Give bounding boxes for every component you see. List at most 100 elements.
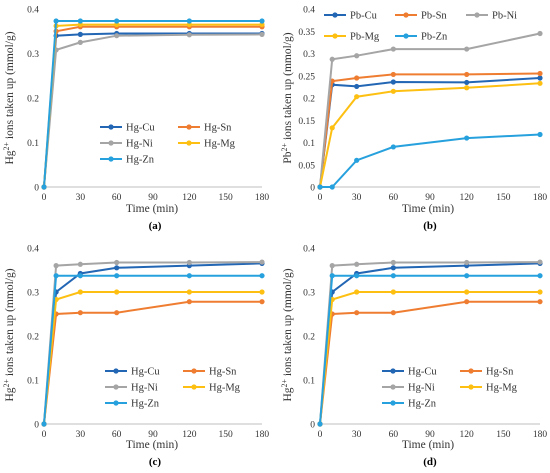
panel-label: (d)	[423, 456, 437, 468]
legend-entry: Hg-Zn	[408, 399, 437, 410]
legend-marker	[468, 384, 474, 390]
x-tick-label: 180	[255, 193, 270, 203]
legend-marker	[468, 368, 474, 374]
legend-marker	[186, 140, 192, 146]
legend-marker	[191, 368, 197, 374]
legend-marker	[403, 33, 409, 39]
data-point	[186, 259, 192, 266]
data-point	[77, 21, 83, 28]
data-point	[354, 310, 360, 316]
data-point	[464, 135, 470, 141]
y-tick-label: 0.4	[303, 6, 315, 16]
data-point	[354, 273, 360, 279]
legend-entry: Hg-Mg	[486, 383, 518, 394]
y-tick-label: 0.2	[27, 333, 39, 343]
data-point	[537, 30, 543, 37]
data-point	[537, 75, 543, 81]
x-tick-label: 0	[42, 193, 47, 203]
x-tick-label: 0	[318, 430, 323, 440]
data-point	[354, 94, 360, 100]
x-tick-label: 90	[425, 430, 435, 440]
legend-entry: Hg-Sn	[209, 367, 237, 378]
series-line-hg-sn	[43, 300, 262, 425]
legend-marker	[390, 384, 396, 390]
legend-entry: Pb-Mg	[350, 32, 380, 43]
x-tick-label: 150	[496, 430, 511, 440]
data-point	[77, 261, 83, 267]
y-tick-label: 0.05	[298, 161, 315, 171]
legend-entry: Hg-Zn	[126, 155, 155, 166]
data-point	[464, 79, 470, 86]
legend-entry: Hg-Cu	[131, 367, 160, 378]
x-tick-label: 30	[352, 193, 362, 203]
legend-entry: Pb-Sn	[421, 11, 447, 22]
series-line-pb-sn	[319, 72, 541, 188]
x-axis-label: Time (min)	[402, 439, 454, 451]
data-point	[537, 70, 543, 77]
data-point	[259, 273, 265, 279]
y-tick-label: 0.1	[27, 377, 39, 387]
legend-marker	[191, 384, 197, 390]
data-point	[537, 80, 543, 86]
legend-entry: Hg-Mg	[204, 139, 236, 150]
x-tick-label: 120	[182, 430, 197, 440]
data-point	[77, 273, 83, 279]
legend-marker	[332, 33, 338, 39]
data-point	[186, 18, 192, 24]
series-line-pb-cu	[319, 77, 541, 188]
panel-label: (c)	[149, 456, 162, 468]
data-point	[390, 79, 396, 85]
x-tick-label: 150	[219, 430, 234, 440]
legend-marker	[390, 368, 396, 374]
legend-entry: Hg-Sn	[204, 123, 232, 134]
data-point	[114, 273, 120, 279]
y-tick-label: 0.1	[303, 139, 315, 149]
data-point	[77, 31, 83, 37]
data-point	[537, 289, 543, 295]
data-point	[537, 259, 543, 265]
data-point	[464, 85, 470, 91]
series-line-hg-sn	[319, 300, 540, 425]
data-point	[114, 310, 120, 316]
legend-entry: Hg-Cu	[126, 123, 155, 134]
data-point	[259, 259, 265, 265]
data-point	[53, 18, 59, 24]
x-tick-label: 180	[533, 430, 548, 440]
legend-marker	[403, 12, 409, 18]
x-tick-label: 120	[460, 193, 475, 203]
data-point	[114, 259, 120, 266]
x-tick-label: 90	[148, 193, 158, 203]
series-line-hg-zn	[43, 20, 262, 188]
legend-entry: Hg-Ni	[408, 383, 435, 394]
x-tick-label: 30	[76, 430, 86, 440]
legend-marker	[113, 384, 119, 390]
series-line-pb-mg	[319, 82, 541, 188]
data-point	[53, 273, 59, 279]
legend-entry: Hg-Cu	[408, 367, 437, 378]
data-point	[464, 46, 470, 52]
y-tick-label: 0.2	[303, 95, 315, 105]
x-tick-label: 120	[182, 193, 197, 203]
data-point	[77, 289, 83, 295]
data-point	[390, 144, 396, 150]
legend-marker	[332, 12, 338, 18]
legend-marker	[113, 400, 119, 406]
legend-marker	[108, 140, 114, 146]
x-tick-label: 150	[219, 193, 234, 203]
data-point	[390, 265, 396, 271]
legend-marker	[108, 156, 114, 162]
data-point	[114, 289, 120, 295]
data-point	[537, 131, 543, 138]
chart-panel-2: 0 30 60 90 120 150 180 0 0.05 0.1 0.15 0.2 0.25 0.3 0.…	[280, 6, 547, 233]
legend-marker	[108, 124, 114, 130]
x-tick-label: 60	[389, 430, 399, 440]
data-point	[390, 310, 396, 316]
data-point	[41, 421, 47, 427]
data-point	[390, 46, 396, 52]
data-point	[77, 39, 83, 45]
data-point	[259, 21, 265, 28]
y-tick-label: 0.25	[298, 72, 315, 82]
x-tick-label: 90	[148, 430, 158, 440]
x-tick-label: 120	[460, 430, 475, 440]
